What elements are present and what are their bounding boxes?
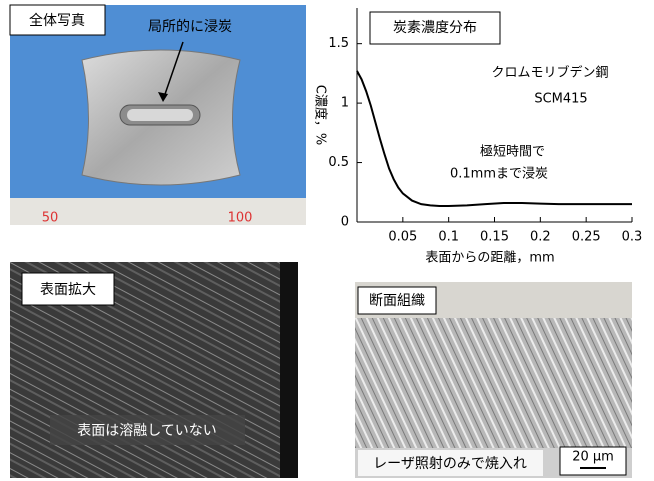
data-line [357,71,632,206]
y-axis-label: C濃度，% [313,85,329,145]
x-tick-label: 0.3 [622,230,643,245]
x-tick-label: 0.15 [480,230,509,245]
ruler-label: 50 [42,211,59,226]
x-tick-label: 0.05 [388,230,417,245]
y-tick-label: 1.5 [328,36,349,51]
x-tick-label: 0.25 [572,230,601,245]
annotation: 局所的に浸炭 [148,19,232,35]
y-tick-label: 0.5 [328,155,349,170]
chart: 炭素濃度分布 クロムモリブデン鋼 SCM415 極短時間で 0.1mmまで浸炭 … [313,8,643,266]
x-tick-label: 0.1 [438,230,459,245]
y-tick-label: 0 [341,215,349,230]
cross-section-image: 断面組織 レーザ照射のみで焼入れ 20 μm [355,282,632,478]
annotation: 極短時間で [480,144,545,160]
y-tick-label: 1 [341,96,349,111]
panel-label: 全体写真 [29,12,85,29]
annotation: SCM415 [534,92,587,107]
ruler-label: 100 [228,211,253,226]
figure: 全体写真 局所的に浸炭 50 100 表面拡大 表面は溶融していない 断面組織 … [0,0,654,481]
chart-title: 炭素濃度分布 [393,20,477,36]
x-tick-label: 0.2 [530,230,551,245]
overview-photo: 全体写真 局所的に浸炭 50 100 [10,5,306,226]
annotation: 表面は溶融していない [77,423,217,439]
surface-image: 表面拡大 表面は溶融していない [10,262,298,478]
scale-bar-label: 20 μm [572,450,614,465]
annotation: レーザ照射のみで焼入れ [373,456,527,472]
x-axis-label: 表面からの距離，mm [425,251,554,266]
panel-label: 断面組織 [369,293,425,309]
panel-label: 表面拡大 [40,282,96,298]
annotation: クロムモリブデン鋼 [491,65,608,81]
annotation: 0.1mmまで浸炭 [450,167,548,182]
